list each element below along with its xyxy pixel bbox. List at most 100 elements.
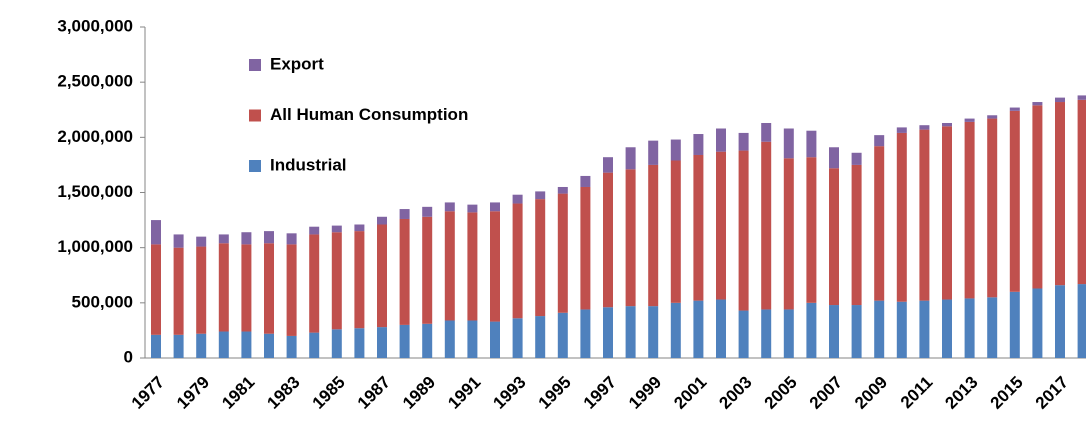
- bar-segment: [716, 299, 726, 358]
- bar-segment: [422, 216, 433, 324]
- x-tick-label: 1987: [354, 373, 394, 413]
- bar-segment: [512, 318, 523, 358]
- bar-segment: [716, 128, 726, 152]
- bar-segment: [444, 320, 455, 358]
- bar-segment: [716, 151, 726, 300]
- bar-segment: [264, 243, 274, 334]
- bar-segment: [535, 199, 546, 317]
- bar-segment: [919, 129, 930, 301]
- bar-segment: [896, 132, 907, 302]
- bar-segment: [422, 206, 433, 217]
- bar-segment: [151, 220, 161, 245]
- legend-label: Export: [270, 54, 324, 73]
- bar-segment: [151, 244, 161, 335]
- x-tick-label: 2015: [987, 373, 1027, 413]
- bar-segment: [761, 309, 772, 358]
- x-tick-label: 2007: [806, 373, 846, 413]
- x-tick-label: 1989: [399, 373, 439, 413]
- bar-segment: [693, 300, 704, 358]
- legend-swatch: [249, 59, 261, 71]
- bar-segment: [874, 300, 885, 358]
- bar-segment: [964, 118, 975, 122]
- bar-segment: [354, 328, 365, 358]
- bar-segment: [218, 243, 229, 332]
- bar-segment: [783, 128, 794, 159]
- bar-segment: [648, 164, 659, 307]
- bar-segment: [1009, 107, 1020, 111]
- bar-segment: [1032, 102, 1043, 106]
- y-tick-label: 0: [124, 347, 133, 366]
- bar-segment: [1032, 288, 1043, 358]
- bar-segment: [196, 333, 207, 358]
- bar-segment: [241, 232, 252, 245]
- bar-segment: [1077, 99, 1086, 285]
- x-tick-label: 2005: [761, 373, 801, 413]
- x-tick-label: 1983: [263, 373, 303, 413]
- bar-segment: [603, 307, 613, 358]
- x-tick-label: 1977: [128, 373, 168, 413]
- bar-segment: [218, 331, 229, 358]
- bar-segment: [693, 134, 704, 155]
- bar-segment: [625, 169, 636, 307]
- bar-segment: [829, 305, 839, 358]
- bar-segment: [625, 306, 636, 358]
- bar-segment: [670, 139, 681, 161]
- bar-segment: [444, 211, 455, 321]
- bar-segment: [874, 135, 885, 147]
- bar-segment: [354, 224, 365, 232]
- bar-segment: [196, 236, 207, 247]
- y-tick-label: 2,500,000: [57, 72, 133, 91]
- bar-segment: [151, 334, 161, 358]
- x-tick-label: 2011: [897, 373, 937, 413]
- bar-segment: [580, 309, 591, 358]
- bar-segment: [964, 298, 975, 358]
- legend-swatch: [249, 109, 261, 122]
- x-tick-label: 1979: [173, 373, 213, 413]
- bar-segment: [557, 186, 568, 194]
- bar-segment: [987, 297, 998, 358]
- bar-segment: [557, 193, 568, 313]
- bar-segment: [1055, 97, 1065, 103]
- bar-segment: [851, 305, 862, 358]
- y-tick-label: 1,500,000: [57, 182, 133, 201]
- bar-segment: [1032, 105, 1043, 289]
- bar-segment: [1077, 284, 1086, 358]
- bar-segment: [557, 312, 568, 358]
- bar-segment: [173, 247, 184, 335]
- bar-segment: [603, 172, 613, 308]
- bar-segment: [264, 231, 274, 244]
- bar-segment: [467, 320, 478, 358]
- bar-segment: [987, 118, 998, 298]
- bar-segment: [467, 204, 478, 213]
- bar-segment: [399, 218, 410, 325]
- bar-segment: [377, 224, 387, 328]
- bar-segment: [603, 157, 613, 173]
- bar-segment: [919, 125, 930, 130]
- bar-segment: [1009, 291, 1020, 358]
- bar-segment: [444, 202, 455, 212]
- x-tick-label: 1993: [489, 373, 529, 413]
- bar-segment: [783, 309, 794, 358]
- bar-segment: [399, 209, 410, 219]
- bar-segment: [806, 130, 817, 158]
- bar-segment: [490, 211, 500, 322]
- x-tick-label: 1991: [444, 373, 484, 413]
- bar-segment: [490, 321, 500, 358]
- bar-segment: [738, 132, 749, 151]
- x-tick-label: 2003: [715, 373, 755, 413]
- y-tick-label: 1,000,000: [57, 237, 133, 256]
- legend-label: All Human Consumption: [270, 105, 468, 124]
- x-tick-label: 1995: [535, 373, 575, 413]
- bar-segment: [919, 300, 930, 358]
- bar-segment: [218, 234, 229, 244]
- bar-segment: [806, 302, 817, 358]
- bar-segment: [331, 225, 342, 233]
- bar-segment: [512, 194, 523, 204]
- bar-segment: [331, 232, 342, 330]
- bar-segment: [648, 306, 659, 358]
- bar-segment: [173, 334, 184, 358]
- bar-segment: [309, 226, 320, 235]
- bar-segment: [896, 127, 907, 133]
- y-tick-label: 500,000: [72, 292, 133, 311]
